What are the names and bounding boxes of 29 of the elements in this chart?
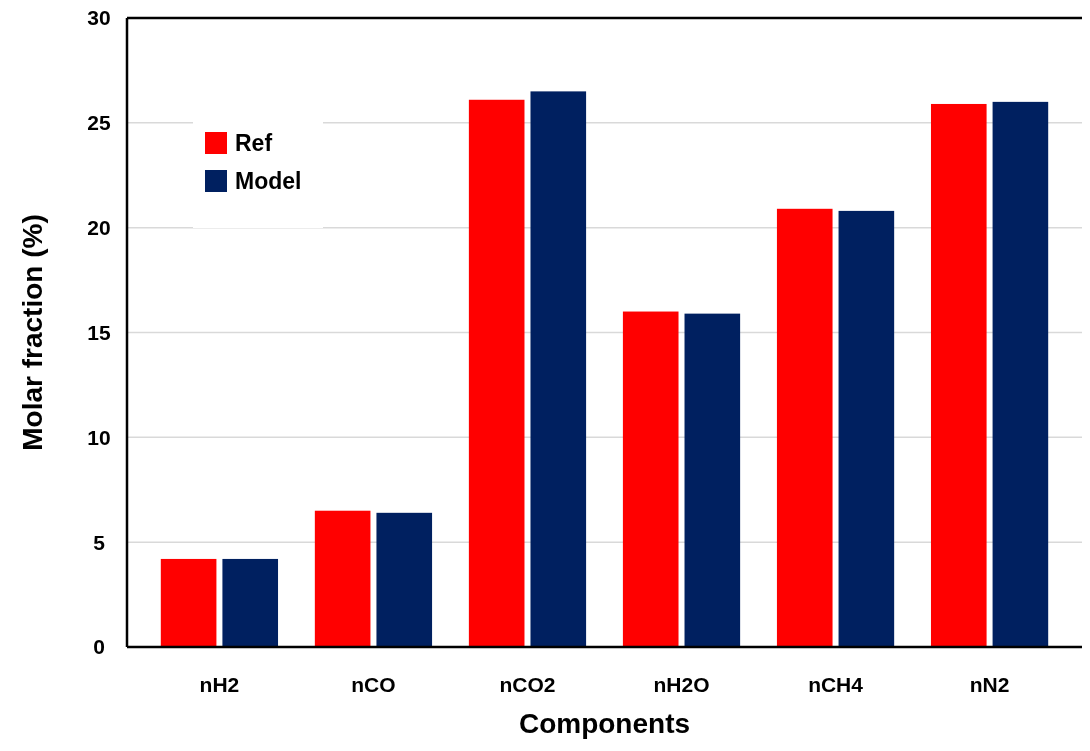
bar [622,311,679,647]
bar [468,99,525,647]
bar [160,558,217,647]
bar [222,558,279,647]
bar [838,210,895,647]
bar [684,313,741,647]
y-tick-label: 20 [87,216,111,240]
x-tick-label: nH2 [199,673,240,696]
bar [776,208,833,647]
y-axis-title: Molar fraction (%) [17,214,48,451]
y-tick-label: 10 [87,425,111,449]
x-tick-label: nCO [351,673,396,696]
x-tick-label: nCH4 [808,673,864,696]
y-tick-label: 15 [87,320,111,344]
bar [992,101,1049,647]
y-tick-label: 5 [93,530,106,554]
x-tick-label: nH2O [653,673,710,696]
y-tick-label: 25 [87,111,111,135]
legend-label: Ref [235,130,273,157]
y-tick-label: 0 [93,635,105,659]
y-tick-label: 30 [87,6,111,30]
x-axis-title: Components [518,708,691,739]
bar [314,510,371,647]
x-tick-label: nN2 [969,673,1010,696]
bar [930,103,987,647]
x-tick-label: nCO2 [499,673,556,696]
legend-label: Model [235,168,302,195]
bar [530,91,587,647]
bar [376,512,433,647]
